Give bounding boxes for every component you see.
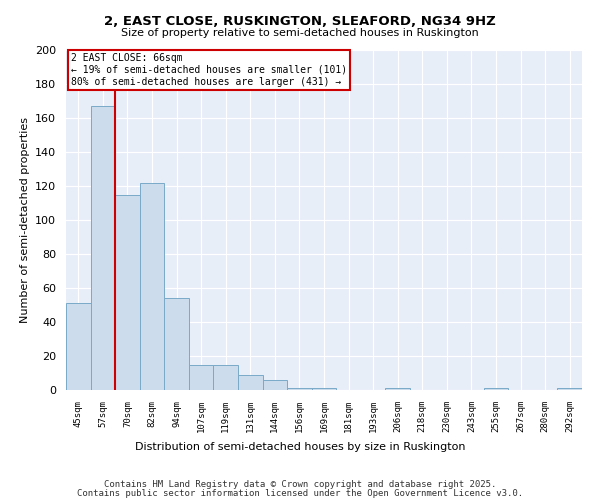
Bar — [312, 388, 336, 390]
Bar — [214, 364, 238, 390]
Bar — [164, 298, 189, 390]
Bar — [287, 388, 312, 390]
Text: 2 EAST CLOSE: 66sqm
← 19% of semi-detached houses are smaller (101)
80% of semi-: 2 EAST CLOSE: 66sqm ← 19% of semi-detach… — [71, 54, 347, 86]
Bar — [140, 182, 164, 390]
Bar — [238, 374, 263, 390]
Text: Contains HM Land Registry data © Crown copyright and database right 2025.: Contains HM Land Registry data © Crown c… — [104, 480, 496, 489]
Y-axis label: Number of semi-detached properties: Number of semi-detached properties — [20, 117, 29, 323]
Text: Contains public sector information licensed under the Open Government Licence v3: Contains public sector information licen… — [77, 489, 523, 498]
Bar — [66, 304, 91, 390]
Text: Size of property relative to semi-detached houses in Ruskington: Size of property relative to semi-detach… — [121, 28, 479, 38]
Bar — [385, 388, 410, 390]
Bar — [115, 194, 140, 390]
Bar — [189, 364, 214, 390]
Bar — [263, 380, 287, 390]
Bar — [91, 106, 115, 390]
Text: 2, EAST CLOSE, RUSKINGTON, SLEAFORD, NG34 9HZ: 2, EAST CLOSE, RUSKINGTON, SLEAFORD, NG3… — [104, 15, 496, 28]
Bar — [484, 388, 508, 390]
Text: Distribution of semi-detached houses by size in Ruskington: Distribution of semi-detached houses by … — [135, 442, 465, 452]
Bar — [557, 388, 582, 390]
